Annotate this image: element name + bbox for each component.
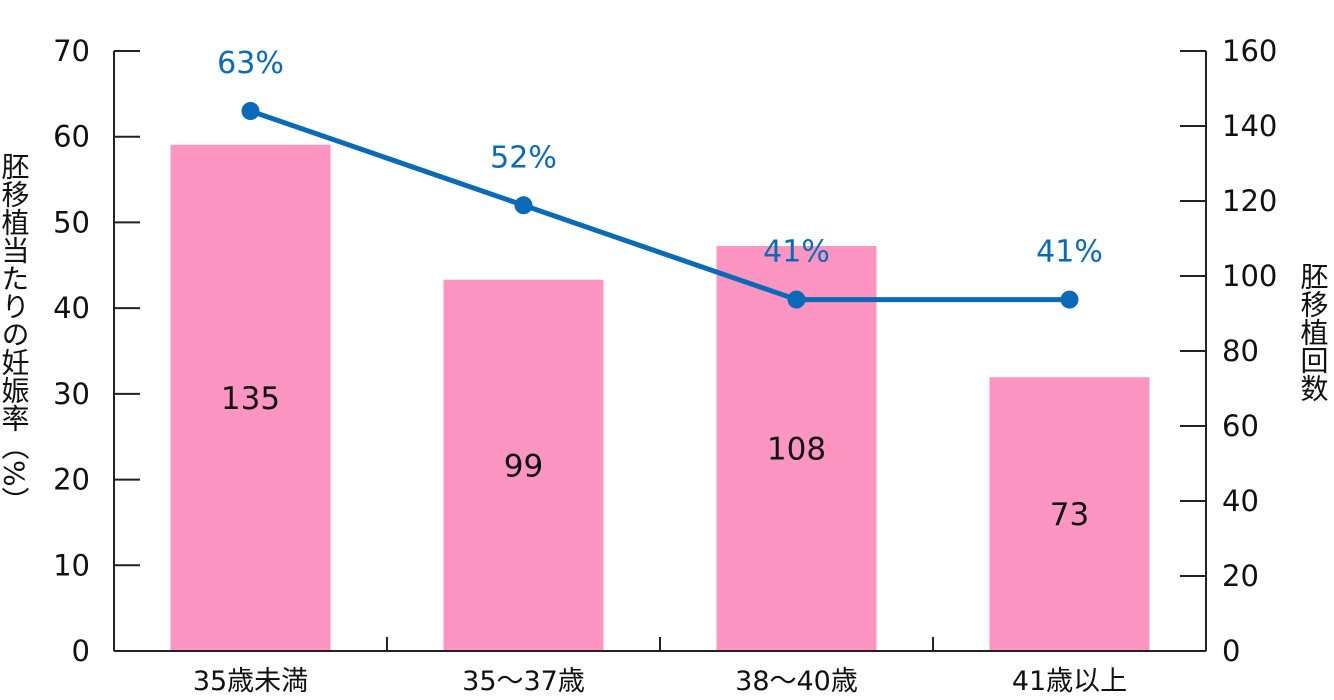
bar-value-label: 108: [767, 432, 826, 468]
rate-point-1: [241, 102, 260, 120]
axes: [113, 50, 1207, 652]
category-label: 41歳以上: [1012, 666, 1127, 697]
right-tick-label: 20: [1222, 559, 1259, 593]
labels: 135 99 108 73 0 10 20 30 40 50 60 70 0 20 40 60 80 100 120…: [53, 34, 1277, 697]
right-tick-label: 140: [1222, 109, 1277, 143]
right-tick-label: 160: [1222, 34, 1277, 68]
left-tick-label: 30: [53, 377, 90, 411]
bars: [170, 144, 1150, 651]
category-label: 35～37歳: [462, 666, 585, 697]
right-tick-label: 0: [1222, 634, 1240, 668]
category-label: 35歳未満: [193, 666, 308, 697]
left-tick-label: 10: [53, 548, 90, 582]
rate-line-series: [241, 102, 1079, 309]
left-tick-label: 40: [53, 291, 90, 325]
right-tick-label: 120: [1222, 184, 1277, 218]
left-tick-label: 70: [53, 34, 90, 68]
left-tick-label: 0: [72, 634, 90, 668]
rate-line: [249, 108, 1070, 303]
right-tick-label: 40: [1222, 484, 1259, 518]
rate-label: 52%: [490, 140, 557, 175]
bar-2: [443, 279, 604, 651]
left-tick-label: 20: [53, 463, 90, 497]
rate-point-4: [1060, 290, 1079, 309]
left-tick-label: 50: [53, 205, 90, 239]
rate-point-2: [514, 196, 533, 215]
bar-value-label: 99: [504, 448, 543, 484]
right-tick-label: 100: [1222, 259, 1277, 293]
bar-3: [716, 246, 877, 651]
bar-value-label: 73: [1050, 497, 1089, 533]
bar-value-label: 135: [221, 381, 280, 417]
rate-label: 41%: [1036, 235, 1103, 270]
right-axis-title: 胚移植回数: [1297, 262, 1330, 402]
category-label: 38～40歳: [735, 666, 858, 697]
left-tick-label: 60: [53, 120, 90, 154]
right-tick-label: 60: [1222, 409, 1259, 443]
bar-1: [170, 144, 331, 651]
rate-point-3: [787, 290, 806, 309]
bar-4: [989, 377, 1150, 651]
rate-label: 41%: [763, 235, 830, 270]
right-tick-label: 80: [1222, 334, 1259, 368]
left-axis-title: 胚移植当たりの妊娠率（%）: [0, 152, 31, 515]
rate-label: 63%: [217, 46, 284, 81]
